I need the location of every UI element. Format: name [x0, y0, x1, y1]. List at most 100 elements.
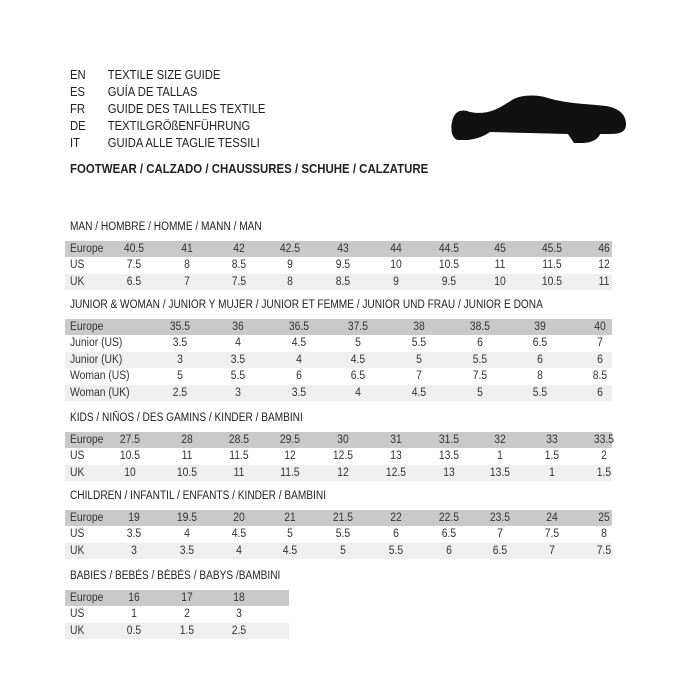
size-cell: 44.5 [438, 243, 460, 255]
size-cell: 4 [355, 386, 361, 399]
size-cell: 8 [287, 275, 293, 288]
size-cell: 40 [594, 321, 606, 333]
size-cell: 35.5 [169, 321, 191, 333]
size-cell: 6 [597, 353, 603, 366]
size-cell: 18 [233, 592, 245, 604]
row-label: Woman (US) [70, 370, 130, 383]
size-cell: 46 [598, 243, 610, 255]
size-cell: 44 [390, 243, 402, 255]
size-cell: 5 [355, 337, 361, 350]
row-label: Europe [70, 243, 104, 255]
size-table: Europe 35.5 36 36.5 37.5 38 38.5 39 40 Junior (US… [65, 319, 612, 401]
size-cell: 13 [390, 450, 402, 463]
size-cell: 8 [184, 259, 190, 272]
row-label: UK [70, 624, 85, 637]
row-label: Europe [70, 321, 104, 333]
size-table: Europe 40.5 41 42 42.5 43 44 44.5 45 45.5 46 US 7.5 8… [65, 241, 612, 291]
size-cell: 11.5 [542, 259, 562, 272]
size-cell: 45 [494, 243, 506, 255]
size-cell: 43 [337, 243, 349, 255]
size-cell: 6.5 [492, 544, 508, 557]
size-cell: 38.5 [469, 321, 491, 333]
size-cell: 25 [598, 512, 610, 524]
size-cell: 1.5 [179, 624, 195, 637]
size-cell: 3.5 [230, 353, 246, 366]
size-cell: 12.5 [332, 450, 354, 463]
size-cell: 7 [497, 528, 503, 541]
size-cell: 32 [494, 434, 506, 446]
size-cell: 6.5 [126, 275, 142, 288]
size-cell: 36 [232, 321, 244, 333]
size-cell: 7 [549, 544, 555, 557]
size-cell: 19 [128, 512, 140, 524]
size-cell: 7.5 [544, 528, 560, 541]
size-cell: 3.5 [126, 528, 142, 541]
size-cell: 17 [181, 592, 193, 604]
size-cell: 22.5 [438, 512, 460, 524]
size-cell: 2.5 [231, 624, 247, 637]
size-cell: 8 [537, 370, 543, 383]
row-label: Woman (UK) [70, 386, 130, 399]
language-title: TEXTILE SIZE GUIDE [107, 68, 221, 82]
size-cell: 13 [443, 466, 455, 479]
language-code: ES [70, 85, 86, 99]
size-cell: 31 [390, 434, 402, 446]
size-cell: 7.5 [596, 544, 612, 557]
size-cell: 10.5 [119, 450, 141, 463]
table-row: UK 3 3.5 4 4.5 5 5.5 6 6.5 7 7.5 [65, 542, 612, 560]
shoe-icon [451, 95, 626, 143]
size-cell: 3 [235, 386, 241, 399]
language-code: EN [70, 68, 86, 82]
row-label: UK [70, 544, 85, 557]
size-cell: 7 [416, 370, 422, 383]
table-row: Junior (US) 3.5 4 4.5 5 5.5 6 6.5 7 [65, 335, 612, 351]
size-cell: 9 [287, 259, 293, 272]
size-cell: 22 [390, 512, 402, 524]
size-cell: 3.5 [179, 544, 195, 557]
table-row: Europe 16 17 18 [65, 590, 289, 607]
size-cell: 23.5 [489, 512, 511, 524]
language-line: IT GUIDA ALLE TAGLIE TESSILI [70, 136, 260, 150]
size-cell: 10 [390, 259, 402, 272]
size-cell: 38 [413, 321, 425, 333]
size-table: Europe 19 19.5 20 21 21.5 22 22.5 23.5 24 25 US 3.5 4… [65, 510, 612, 560]
table-row: US 1 2 3 [65, 606, 289, 622]
size-cell: 11 [233, 466, 245, 479]
size-cell: 4.5 [411, 386, 427, 399]
size-cell: 42 [233, 243, 245, 255]
footwear-subtitle: FOOTWEAR / CALZADO / CHAUSSURES / SCHUHE… [70, 161, 429, 176]
size-cell: 6 [296, 370, 302, 383]
size-cell: 7.5 [231, 275, 247, 288]
size-cell: 5 [177, 370, 183, 383]
size-cell: 39 [534, 321, 546, 333]
row-label: US [70, 528, 85, 541]
size-cell: 2 [601, 450, 607, 463]
size-cell: 1.5 [544, 450, 560, 463]
size-cell: 5.5 [411, 337, 427, 350]
size-cell: 24 [546, 512, 558, 524]
size-cell: 0.5 [126, 624, 142, 637]
size-cell: 3.5 [291, 386, 307, 399]
size-cell: 4.5 [231, 528, 247, 541]
size-cell: 5.5 [335, 528, 351, 541]
size-cell: 10.5 [541, 275, 563, 288]
table-row: UK 10 10.5 11 11.5 12 12.5 13 13.5 1 1.5 [65, 464, 612, 482]
size-cell: 36.5 [288, 321, 310, 333]
size-cell: 4 [236, 544, 242, 557]
size-cell: 3 [177, 353, 183, 366]
row-label: US [70, 450, 85, 463]
size-cell: 10 [494, 275, 506, 288]
size-cell: 7.5 [472, 370, 488, 383]
size-cell: 5 [416, 353, 422, 366]
size-cell: 5 [287, 528, 293, 541]
section-title: KIDS / NIÑOS / DES GAMINS / KINDER / BAM… [70, 412, 303, 424]
language-title: GUIDA ALLE TAGLIE TESSILI [107, 136, 260, 150]
size-cell: 8.5 [335, 275, 351, 288]
size-cell: 6 [537, 353, 543, 366]
size-cell: 20 [233, 512, 245, 524]
table-row: UK 0.5 1.5 2.5 [65, 622, 289, 640]
size-cell: 11.5 [280, 466, 300, 479]
size-cell: 3.5 [172, 337, 188, 350]
table-row: Woman (US) 5 5.5 6 6.5 7 7.5 8 8.5 [65, 368, 612, 384]
